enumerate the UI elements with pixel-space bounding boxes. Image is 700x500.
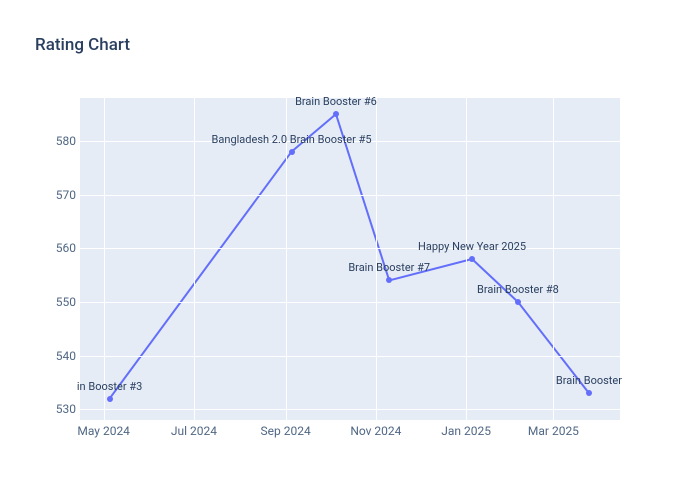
x-tick-label: Nov 2024 bbox=[350, 424, 401, 438]
x-tick-label: Mar 2025 bbox=[528, 424, 579, 438]
data-point-label: Brain Booster #6 bbox=[295, 95, 377, 108]
x-tick-label: Jan 2025 bbox=[441, 424, 491, 438]
grid-horizontal bbox=[80, 356, 620, 357]
y-tick-label: 530 bbox=[50, 402, 76, 416]
data-point-marker bbox=[386, 277, 392, 283]
grid-horizontal bbox=[80, 409, 620, 410]
data-point-label: Brain Booster bbox=[556, 374, 622, 387]
data-point-marker bbox=[289, 149, 295, 155]
y-tick-label: 540 bbox=[50, 349, 76, 363]
y-tick-label: 550 bbox=[50, 295, 76, 309]
grid-vertical bbox=[194, 98, 195, 420]
data-point-marker bbox=[333, 111, 339, 117]
grid-vertical bbox=[466, 98, 467, 420]
grid-horizontal bbox=[80, 248, 620, 249]
data-point-label: Bangladesh 2.0 Brain Booster #5 bbox=[212, 133, 372, 146]
x-tick-label: Jul 2024 bbox=[171, 424, 217, 438]
y-tick-label: 560 bbox=[50, 241, 76, 255]
data-point-label: Brain Booster #7 bbox=[348, 261, 430, 274]
data-point-marker bbox=[107, 396, 113, 402]
y-tick-label: 580 bbox=[50, 134, 76, 148]
data-point-marker bbox=[586, 390, 592, 396]
grid-horizontal bbox=[80, 195, 620, 196]
grid-vertical bbox=[553, 98, 554, 420]
data-point-marker bbox=[515, 299, 521, 305]
data-point-label: Happy New Year 2025 bbox=[418, 240, 526, 253]
grid-vertical bbox=[104, 98, 105, 420]
data-point-marker bbox=[469, 256, 475, 262]
data-point-label: in Booster #3 bbox=[77, 380, 142, 393]
x-tick-label: May 2024 bbox=[77, 424, 130, 438]
grid-horizontal bbox=[80, 302, 620, 303]
data-point-label: Brain Booster #8 bbox=[477, 283, 559, 296]
x-tick-label: Sep 2024 bbox=[261, 424, 311, 438]
grid-vertical bbox=[286, 98, 287, 420]
grid-vertical bbox=[376, 98, 377, 420]
y-tick-label: 570 bbox=[50, 188, 76, 202]
